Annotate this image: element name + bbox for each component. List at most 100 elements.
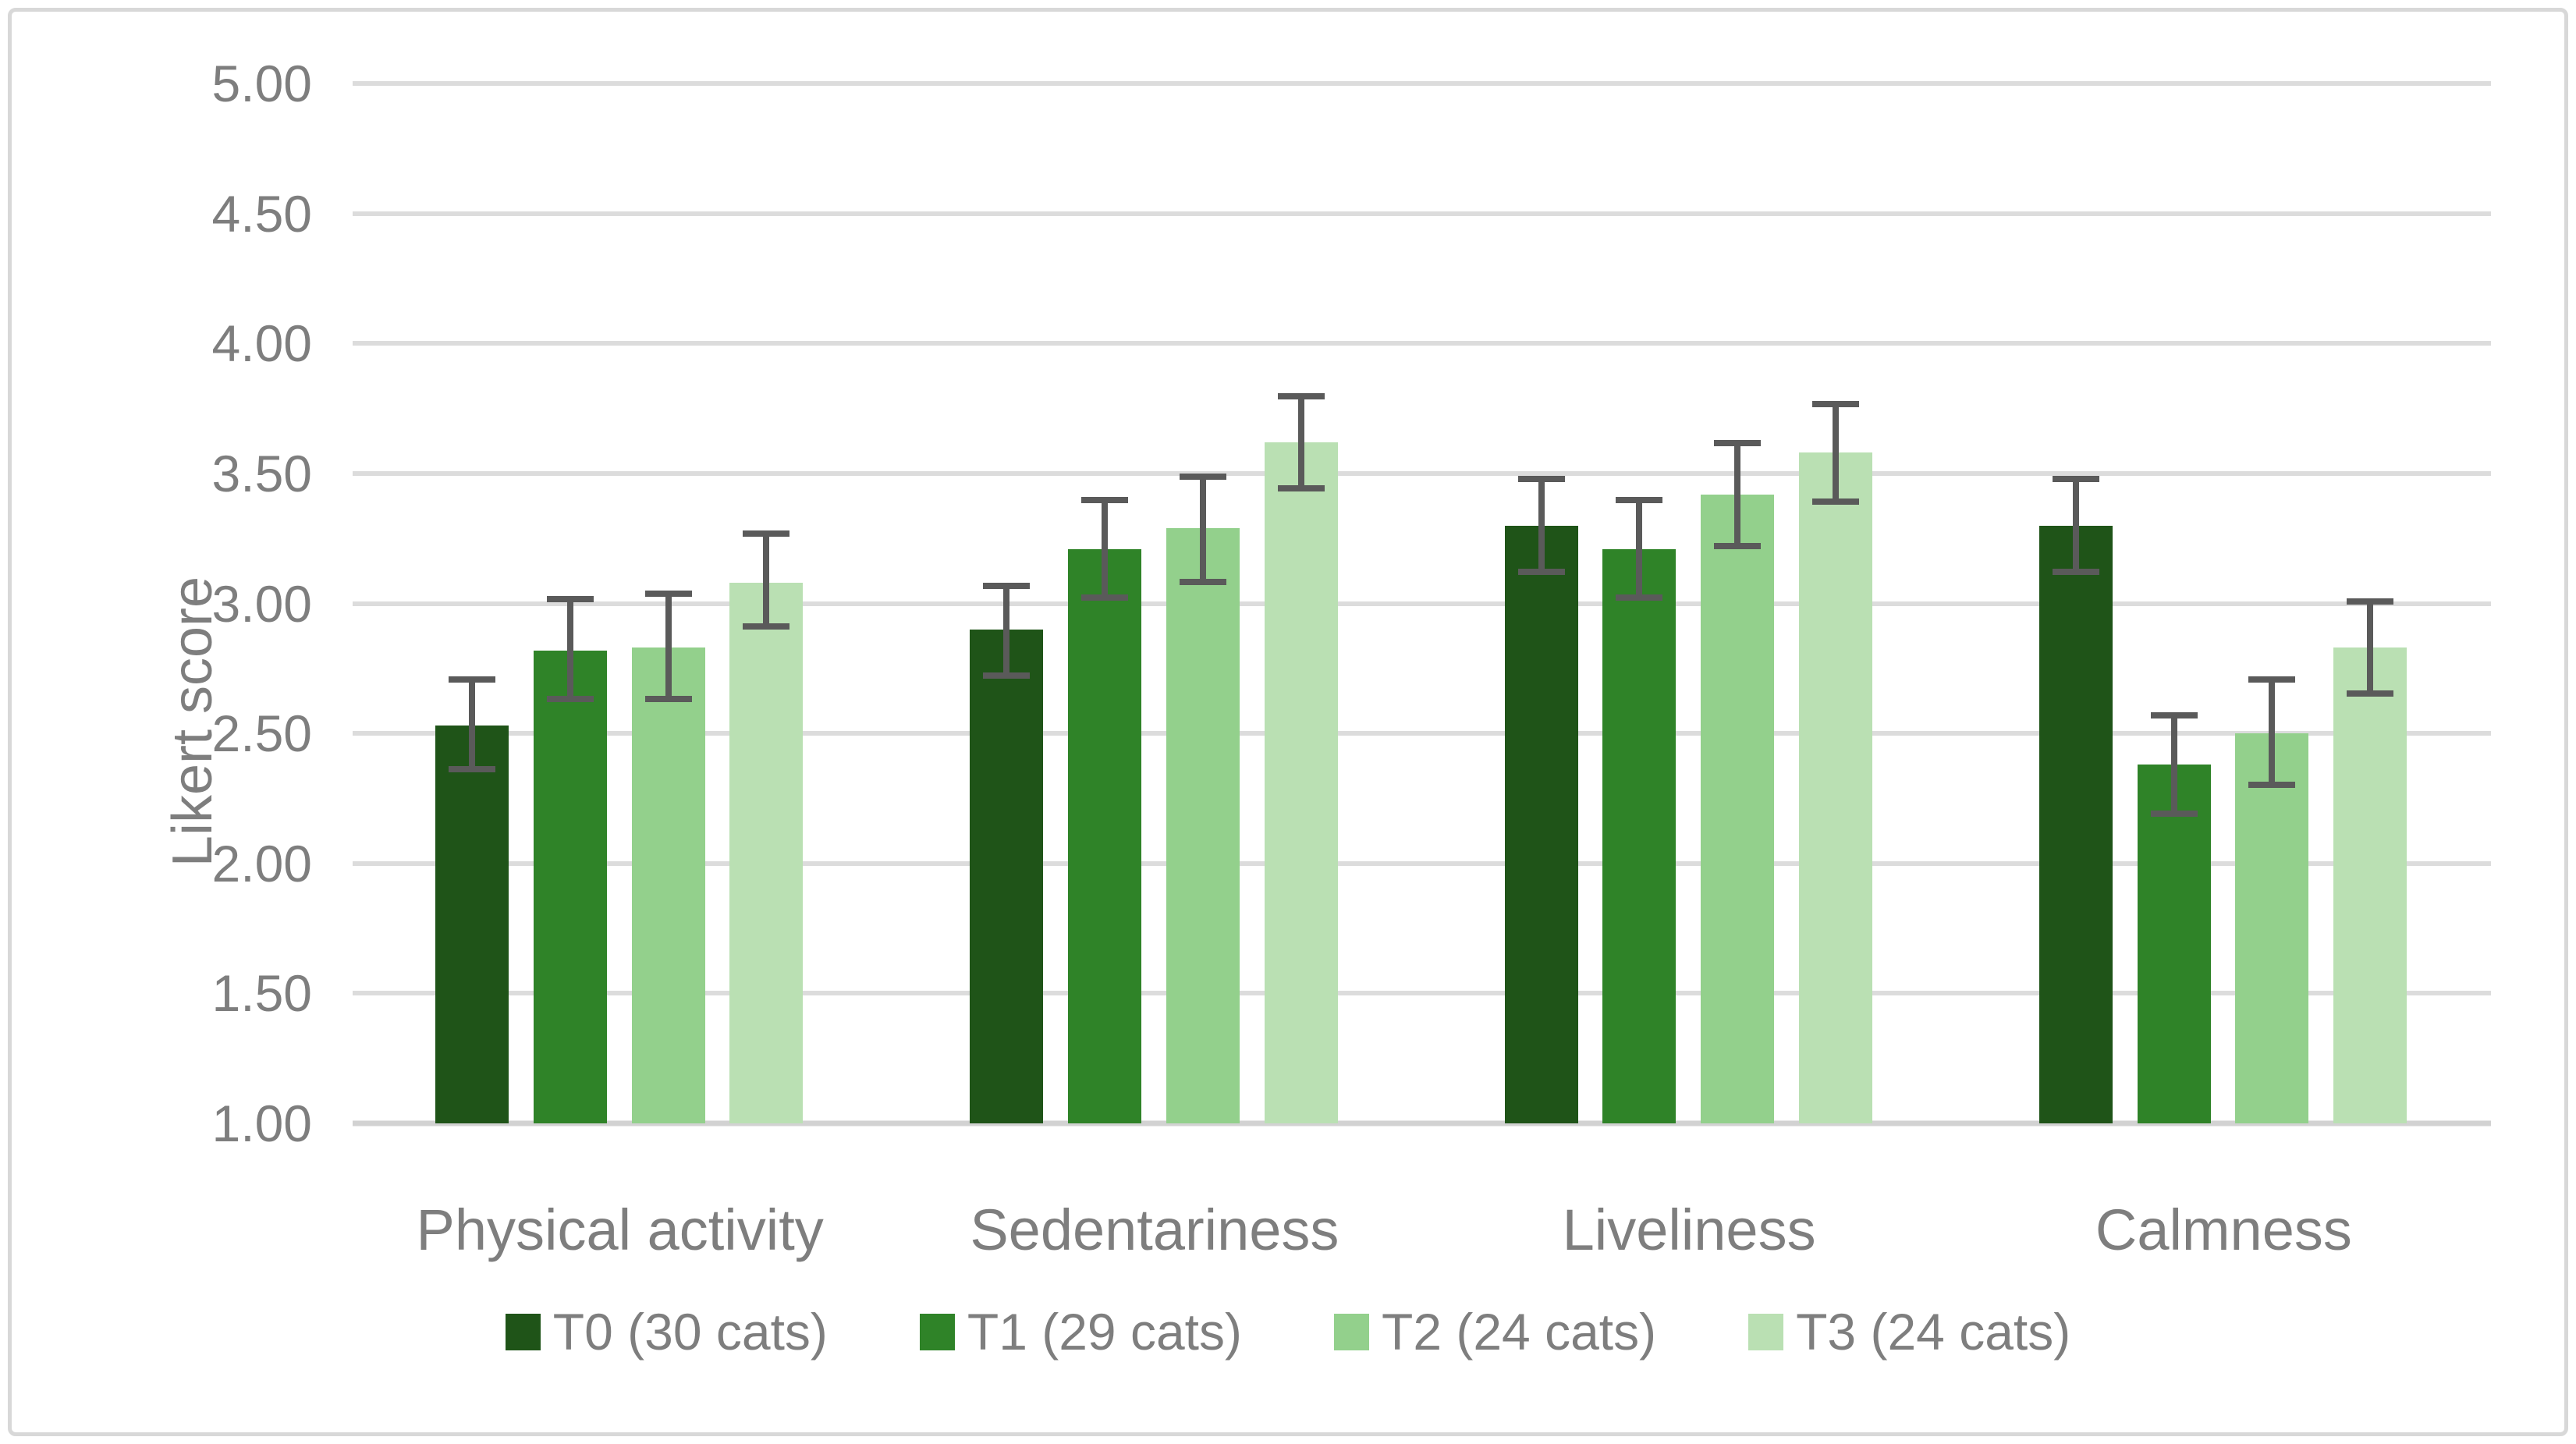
error-bar	[644, 590, 692, 703]
error-bar-line	[1538, 476, 1545, 575]
error-bar-cap-bottom	[2347, 690, 2394, 697]
error-bar-cap-top	[1714, 439, 1762, 446]
x-category-label: Liveliness	[1562, 1197, 1816, 1262]
error-bar-cap-bottom	[1277, 485, 1325, 492]
y-tick-label: 3.50	[211, 444, 312, 502]
y-tick-label: 4.00	[211, 314, 312, 373]
bar	[435, 726, 509, 1123]
error-bar-line	[1734, 439, 1741, 549]
gridline	[353, 341, 2491, 346]
error-bar-cap-bottom	[1517, 568, 1565, 575]
error-bar-line	[665, 590, 672, 703]
error-bar	[546, 595, 594, 703]
legend-item: T1 (29 cats)	[919, 1302, 1242, 1361]
error-bar-cap-bottom	[1811, 498, 1859, 505]
legend-swatch	[919, 1313, 955, 1350]
error-bar-line	[2072, 476, 2079, 575]
plot-area	[353, 81, 2491, 1126]
error-bar-line	[1297, 392, 1304, 492]
error-bar-line	[2367, 598, 2374, 697]
error-bar-cap-top	[1277, 392, 1325, 399]
x-axis-line	[353, 1120, 2491, 1126]
error-bar-cap-top	[644, 590, 692, 597]
bar	[2038, 525, 2113, 1123]
error-bar	[1277, 392, 1325, 492]
error-bar	[1081, 496, 1129, 601]
error-bar	[1714, 439, 1762, 549]
gridline	[353, 860, 2491, 866]
bar	[970, 629, 1044, 1123]
error-bar-line	[1832, 400, 1839, 505]
bar-group	[1422, 83, 1957, 1123]
error-bar	[743, 530, 790, 630]
error-bar	[2248, 676, 2296, 789]
y-tick-label: 1.00	[211, 1095, 312, 1152]
bar	[1068, 548, 1142, 1123]
error-bar-line	[1003, 582, 1010, 679]
bar	[1264, 442, 1338, 1123]
bar-group	[887, 83, 1421, 1123]
y-tick-label: 2.00	[211, 834, 312, 892]
error-bar-cap-bottom	[546, 696, 594, 703]
error-bar-cap-bottom	[1714, 542, 1762, 549]
error-bar-cap-top	[2150, 712, 2198, 719]
legend-label: T1 (29 cats)	[967, 1303, 1242, 1361]
bar-group	[353, 83, 887, 1123]
legend-label: T2 (24 cats)	[1382, 1303, 1657, 1361]
bar	[1701, 494, 1775, 1123]
error-bar	[1616, 496, 1663, 601]
bar	[2333, 647, 2407, 1123]
gridline	[353, 81, 2491, 86]
bar	[2137, 765, 2211, 1123]
error-bar	[2052, 476, 2099, 575]
x-category-label: Sedentariness	[970, 1197, 1339, 1262]
error-bar-line	[469, 676, 476, 773]
x-category-label: Calmness	[2095, 1197, 2352, 1262]
error-bar-cap-top	[1616, 496, 1663, 503]
error-bar-cap-top	[1179, 473, 1226, 480]
bar	[1166, 527, 1240, 1123]
error-bar	[1811, 400, 1859, 505]
bar	[2235, 733, 2309, 1123]
error-bar-line	[1636, 496, 1643, 601]
error-bar-line	[2269, 676, 2276, 789]
bar	[1798, 452, 1872, 1123]
error-bar-line	[2170, 712, 2177, 817]
legend: T0 (30 cats) T1 (29 cats) T2 (24 cats) T3 (…	[0, 1289, 2576, 1375]
chart-border	[8, 8, 2568, 1436]
legend-item: T3 (24 cats)	[1748, 1302, 2070, 1361]
error-bar	[1179, 473, 1226, 586]
error-bar-line	[1199, 473, 1206, 586]
error-bar-cap-bottom	[2150, 810, 2198, 817]
error-bar	[2150, 712, 2198, 817]
bar	[1602, 548, 1677, 1123]
gridline	[353, 991, 2491, 996]
error-bar-cap-top	[1811, 400, 1859, 407]
bar	[1504, 525, 1578, 1123]
error-bar-cap-bottom	[1179, 579, 1226, 586]
error-bar-line	[763, 530, 770, 630]
bar	[729, 582, 804, 1123]
legend-swatch	[505, 1313, 541, 1350]
bar	[631, 647, 705, 1123]
bar-group	[1957, 83, 2491, 1123]
legend-swatch	[1748, 1313, 1784, 1350]
error-bar-cap-top	[743, 530, 790, 538]
error-bar-cap-bottom	[2052, 568, 2099, 575]
y-tick-label: 3.00	[211, 574, 312, 633]
x-category-label: Physical activity	[416, 1197, 824, 1262]
y-tick-label: 1.50	[211, 964, 312, 1023]
error-bar-line	[566, 595, 573, 703]
y-tick-label: 2.50	[211, 704, 312, 763]
error-bar-cap-bottom	[1081, 594, 1129, 601]
error-bar	[983, 582, 1031, 679]
error-bar-cap-bottom	[449, 766, 496, 773]
error-bar-cap-top	[1081, 496, 1129, 503]
y-tick-label: 5.00	[211, 55, 312, 112]
error-bar	[2347, 598, 2394, 697]
error-bar	[449, 676, 496, 773]
error-bar-cap-top	[1517, 476, 1565, 483]
error-bar-cap-bottom	[644, 696, 692, 703]
error-bar-cap-bottom	[743, 623, 790, 630]
